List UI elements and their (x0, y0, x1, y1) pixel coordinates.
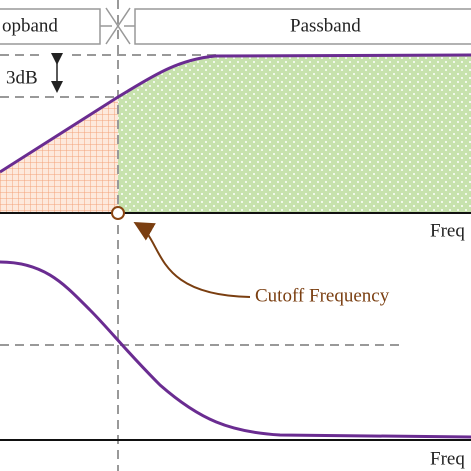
stopband-fill (0, 97, 118, 213)
x-axis-label: Freq (430, 448, 465, 469)
cutoff-arrow (133, 222, 251, 298)
phase-curve (0, 260, 471, 439)
passband-fill (118, 55, 471, 213)
cutoff-label: Cutoff Frequency (255, 285, 390, 306)
band-label: Passband (290, 15, 361, 36)
x-axis-label: Freq (430, 220, 465, 241)
magnitude-curve (0, 53, 471, 174)
attenuation-label: 3dB (6, 67, 38, 88)
band-separator (105, 7, 131, 45)
band-label: opband (2, 15, 58, 36)
cutoff-point (111, 206, 125, 220)
